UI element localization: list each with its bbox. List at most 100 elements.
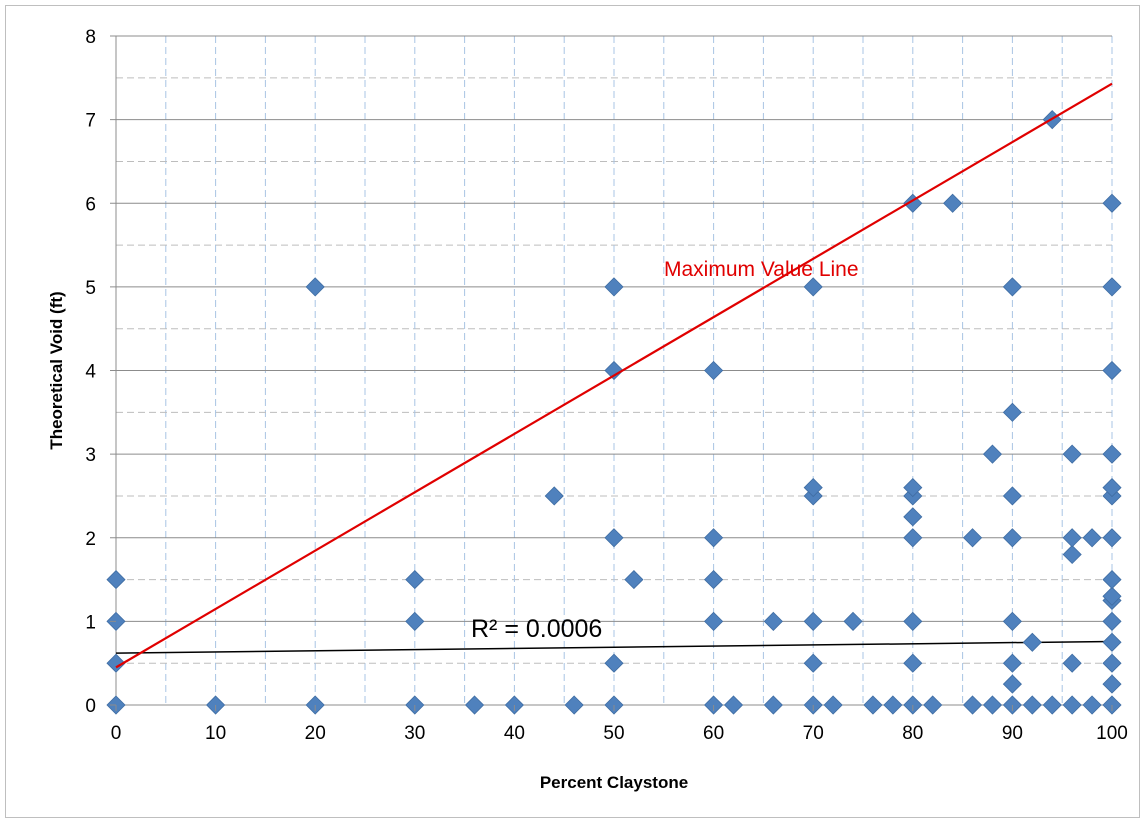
data-point [803,478,823,498]
data-point [1022,695,1042,715]
x-tick-label: 50 [603,723,624,744]
y-tick-label: 5 [85,278,96,299]
data-point [1102,478,1122,498]
max-value-line-label: Maximum Value Line [664,258,859,281]
chart-frame: 0 10 20 30 40 50 60 70 80 90 100 0 1 2 3 4 5 6 7 8 Maximum … [5,5,1140,818]
data-point [943,193,963,213]
data-point [1102,632,1122,652]
data-point [1062,528,1082,548]
y-axis-title: Theoretical Void (ft) [47,291,66,449]
data-point [1102,193,1122,213]
data-point [106,569,126,590]
ticks-layer: 0 10 20 30 40 50 60 70 80 90 100 0 1 2 3 4 5 6 7 8 [85,27,1127,744]
x-tick-label: 80 [902,723,923,744]
x-tick-label: 20 [305,723,326,744]
data-point [464,695,485,715]
data-point [604,360,624,381]
data-point [903,653,923,673]
data-point [903,478,923,498]
y-tick-label: 3 [85,445,96,466]
data-point [1102,586,1122,606]
data-point [1002,653,1022,673]
y-tick-label: 2 [85,529,96,550]
x-tick-label: 30 [404,723,425,744]
data-point [1022,632,1042,652]
top-line-layer [115,82,1113,669]
data-point [863,695,883,715]
x-tick-label: 60 [703,723,724,744]
x-axis-title: Percent Claystone [540,773,688,792]
data-point [962,528,983,548]
data-point [1082,528,1102,548]
max-value-line [115,82,1113,669]
data-point [1002,277,1022,297]
data-point [763,611,783,631]
data-point [903,528,923,548]
data-point [106,653,126,673]
x-tick-label: 40 [504,723,525,744]
data-point [1002,402,1022,422]
data-point [1062,544,1082,565]
data-point [604,528,624,548]
data-point [544,486,564,506]
data-point [883,695,903,715]
data-point [604,277,624,297]
data-point [982,695,1003,715]
x-tick-label: 100 [1096,723,1128,744]
data-point [704,528,724,548]
data-point [564,695,584,715]
data-point [803,277,823,297]
y-tick-label: 4 [85,362,96,383]
scatter-chart: 0 10 20 30 40 50 60 70 80 90 100 0 1 2 3 4 5 6 7 8 Maximum … [47,27,1128,792]
data-point [1102,444,1122,464]
data-point [624,569,644,590]
data-point [1102,611,1122,631]
data-point [903,611,923,631]
data-point [723,695,744,715]
data-point [1002,611,1022,631]
data-point [1082,695,1102,715]
data-point [1102,569,1122,590]
data-point [803,611,823,631]
points-layer [106,110,1122,715]
data-point [923,695,943,715]
data-point [1102,653,1122,673]
data-point [843,611,863,631]
data-point [1062,653,1082,673]
y-tick-label: 0 [85,696,96,717]
y-tick-label: 7 [85,111,96,132]
y-tick-label: 8 [85,27,96,48]
data-point [604,653,624,673]
data-point [704,569,724,590]
data-point [803,653,823,673]
data-point [1102,360,1122,381]
x-tick-label: 90 [1002,723,1023,744]
y-tick-label: 6 [85,194,96,215]
data-point [1002,486,1022,506]
data-point [903,507,923,527]
line-layer [115,640,1113,654]
data-point [962,695,983,715]
data-point [405,611,425,631]
x-tick-label: 0 [111,723,122,744]
r-squared-label: R² = 0.0006 [471,615,602,643]
data-point [704,360,724,381]
data-point [1102,277,1122,297]
trendline [115,640,1113,654]
data-point [1002,528,1022,548]
data-point [1042,695,1062,715]
y-tick-label: 1 [85,612,96,633]
data-point [1102,674,1122,694]
data-point [823,695,843,715]
data-point [982,444,1003,464]
data-point [1002,674,1022,694]
data-point [305,277,325,297]
data-point [1102,528,1122,548]
data-point [1062,695,1082,715]
data-point [1062,444,1082,464]
x-tick-label: 10 [205,723,226,744]
data-point [763,695,783,715]
data-point [405,569,425,590]
x-tick-label: 70 [803,723,824,744]
data-point [704,611,724,631]
